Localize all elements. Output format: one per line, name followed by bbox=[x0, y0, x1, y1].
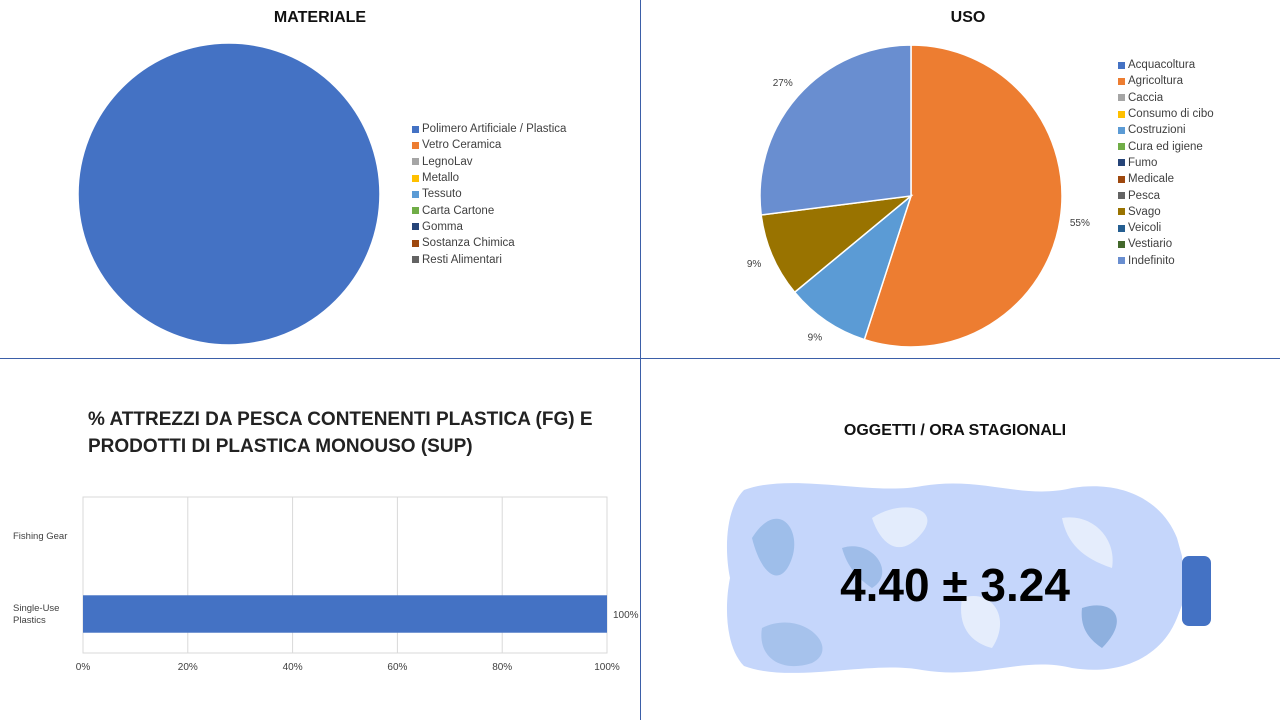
legend-label: LegnoLav bbox=[422, 155, 473, 168]
legend-label: Medicale bbox=[1128, 173, 1175, 186]
legend-label: Svago bbox=[1128, 205, 1161, 218]
legend-swatch bbox=[1118, 94, 1125, 102]
pie-slice-polimero-artificiale-plastica bbox=[77, 42, 381, 346]
legend-swatch bbox=[412, 125, 419, 133]
legend-swatch bbox=[1118, 175, 1125, 183]
legend-item: Agricoltura bbox=[1118, 73, 1214, 89]
legend-label: Resti Alimentari bbox=[422, 253, 502, 266]
legend-swatch bbox=[412, 239, 419, 247]
legend-item: Pesca bbox=[1118, 187, 1214, 203]
legend-label: Vestiario bbox=[1128, 238, 1173, 251]
legend-swatch bbox=[412, 174, 419, 182]
legend-label: Consumo di cibo bbox=[1128, 108, 1214, 121]
pie-slice-agricoltura bbox=[863, 44, 1063, 348]
x-tick-label: 60% bbox=[387, 662, 407, 673]
legend-label: Fumo bbox=[1128, 156, 1158, 169]
legend-swatch bbox=[1118, 208, 1125, 216]
legend-label: Veicoli bbox=[1128, 222, 1162, 235]
materiale-title: MATERIALE bbox=[273, 9, 367, 26]
uso-title: USO bbox=[950, 9, 986, 26]
x-tick-label: 100% bbox=[594, 662, 620, 673]
legend-item: Costruzioni bbox=[1118, 122, 1214, 138]
legend-label: Pesca bbox=[1128, 189, 1160, 202]
legend-item: Fumo bbox=[1118, 155, 1214, 171]
y-category-label: Single-Use bbox=[13, 603, 59, 614]
x-tick-label: 80% bbox=[492, 662, 512, 673]
fg-sup-bar-chart: 0% 20% 40% 60% 80% 100% Fishing Gear Single-Use… bbox=[13, 496, 639, 673]
pie-data-label: 9% bbox=[747, 259, 762, 270]
legend-label: Acquacoltura bbox=[1128, 59, 1196, 72]
legend-swatch bbox=[1118, 159, 1125, 167]
legend-item: LegnoLav bbox=[412, 154, 566, 170]
legend-item: Svago bbox=[1118, 204, 1214, 220]
legend-label: Vetro Ceramica bbox=[422, 139, 502, 152]
legend-item: Metallo bbox=[412, 170, 566, 186]
bottle-illustration bbox=[726, 483, 1211, 673]
legend-label: Gomma bbox=[422, 220, 463, 233]
y-category-label: Plastics bbox=[13, 615, 46, 626]
legend-swatch bbox=[1118, 61, 1125, 69]
legend-swatch bbox=[412, 207, 419, 215]
legend-swatch bbox=[1118, 126, 1125, 134]
legend-item: Resti Alimentari bbox=[412, 251, 566, 267]
bar-chart-title: % ATTREZZI DA PESCA CONTENENTI PLASTICA … bbox=[88, 409, 593, 457]
y-category-label: Fishing Gear bbox=[13, 531, 67, 542]
legend-item: Medicale bbox=[1118, 171, 1214, 187]
pie-data-label: 9% bbox=[808, 332, 823, 343]
legend-label: Indefinito bbox=[1128, 254, 1175, 267]
legend-item: Veicoli bbox=[1118, 220, 1214, 236]
legend-label: Caccia bbox=[1128, 91, 1164, 104]
legend-item: Vestiario bbox=[1118, 236, 1214, 252]
legend-swatch bbox=[1118, 257, 1125, 265]
stat-value: 4.40 ± 3.24 bbox=[840, 559, 1070, 611]
legend-item: Vetro Ceramica bbox=[412, 137, 566, 153]
legend-swatch bbox=[412, 158, 419, 166]
legend-item: Indefinito bbox=[1118, 253, 1214, 269]
uso-legend: Acquacoltura Agricoltura Caccia Consumo di … bbox=[1118, 57, 1214, 269]
materiale-legend: Polimero Artificiale / Plastica Vetro Cer… bbox=[412, 121, 566, 268]
x-tick-label: 40% bbox=[283, 662, 303, 673]
legend-item: Sostanza Chimica bbox=[412, 235, 566, 251]
pie-slice-indefinito bbox=[759, 44, 912, 216]
pie-data-label: 55% bbox=[1070, 218, 1090, 229]
legend-item: Consumo di cibo bbox=[1118, 106, 1214, 122]
legend-label: Costruzioni bbox=[1128, 124, 1186, 137]
uso-pie-chart: 55% 9% 9% 27% bbox=[747, 44, 1090, 348]
materiale-pie-chart bbox=[77, 42, 381, 346]
bar-single-use-plastics bbox=[83, 595, 607, 633]
legend-item: Polimero Artificiale / Plastica bbox=[412, 121, 566, 137]
stat-title: OGGETTI / ORA STAGIONALI bbox=[843, 422, 1067, 439]
legend-label: Metallo bbox=[422, 172, 460, 185]
legend-swatch bbox=[412, 223, 419, 231]
legend-swatch bbox=[412, 256, 419, 264]
legend-item: Gomma bbox=[412, 219, 566, 235]
legend-item: Acquacoltura bbox=[1118, 57, 1214, 73]
legend-item: Tessuto bbox=[412, 186, 566, 202]
x-tick-label: 20% bbox=[178, 662, 198, 673]
legend-swatch bbox=[1118, 143, 1125, 151]
legend-swatch bbox=[1118, 240, 1125, 248]
legend-swatch bbox=[412, 190, 419, 198]
legend-label: Agricoltura bbox=[1128, 75, 1183, 88]
pie-slice-costruzioni bbox=[793, 193, 913, 341]
pie-data-label: 27% bbox=[773, 78, 793, 89]
legend-label: Sostanza Chimica bbox=[422, 237, 515, 250]
horizontal-divider bbox=[0, 358, 1280, 359]
x-tick-label: 0% bbox=[76, 662, 91, 673]
legend-swatch bbox=[1118, 224, 1125, 232]
legend-swatch bbox=[1118, 77, 1125, 85]
pie-slice-svago bbox=[760, 194, 914, 294]
legend-item: Carta Cartone bbox=[412, 202, 566, 218]
vertical-divider bbox=[640, 0, 641, 720]
legend-swatch bbox=[1118, 110, 1125, 118]
legend-item: Cura ed igiene bbox=[1118, 138, 1214, 154]
legend-label: Polimero Artificiale / Plastica bbox=[422, 123, 567, 136]
legend-swatch bbox=[412, 141, 419, 149]
legend-label: Cura ed igiene bbox=[1128, 140, 1203, 153]
legend-label: Carta Cartone bbox=[422, 204, 495, 217]
legend-item: Caccia bbox=[1118, 90, 1214, 106]
bar-data-label: 100% bbox=[613, 610, 639, 621]
legend-label: Tessuto bbox=[422, 188, 462, 201]
legend-swatch bbox=[1118, 192, 1125, 200]
